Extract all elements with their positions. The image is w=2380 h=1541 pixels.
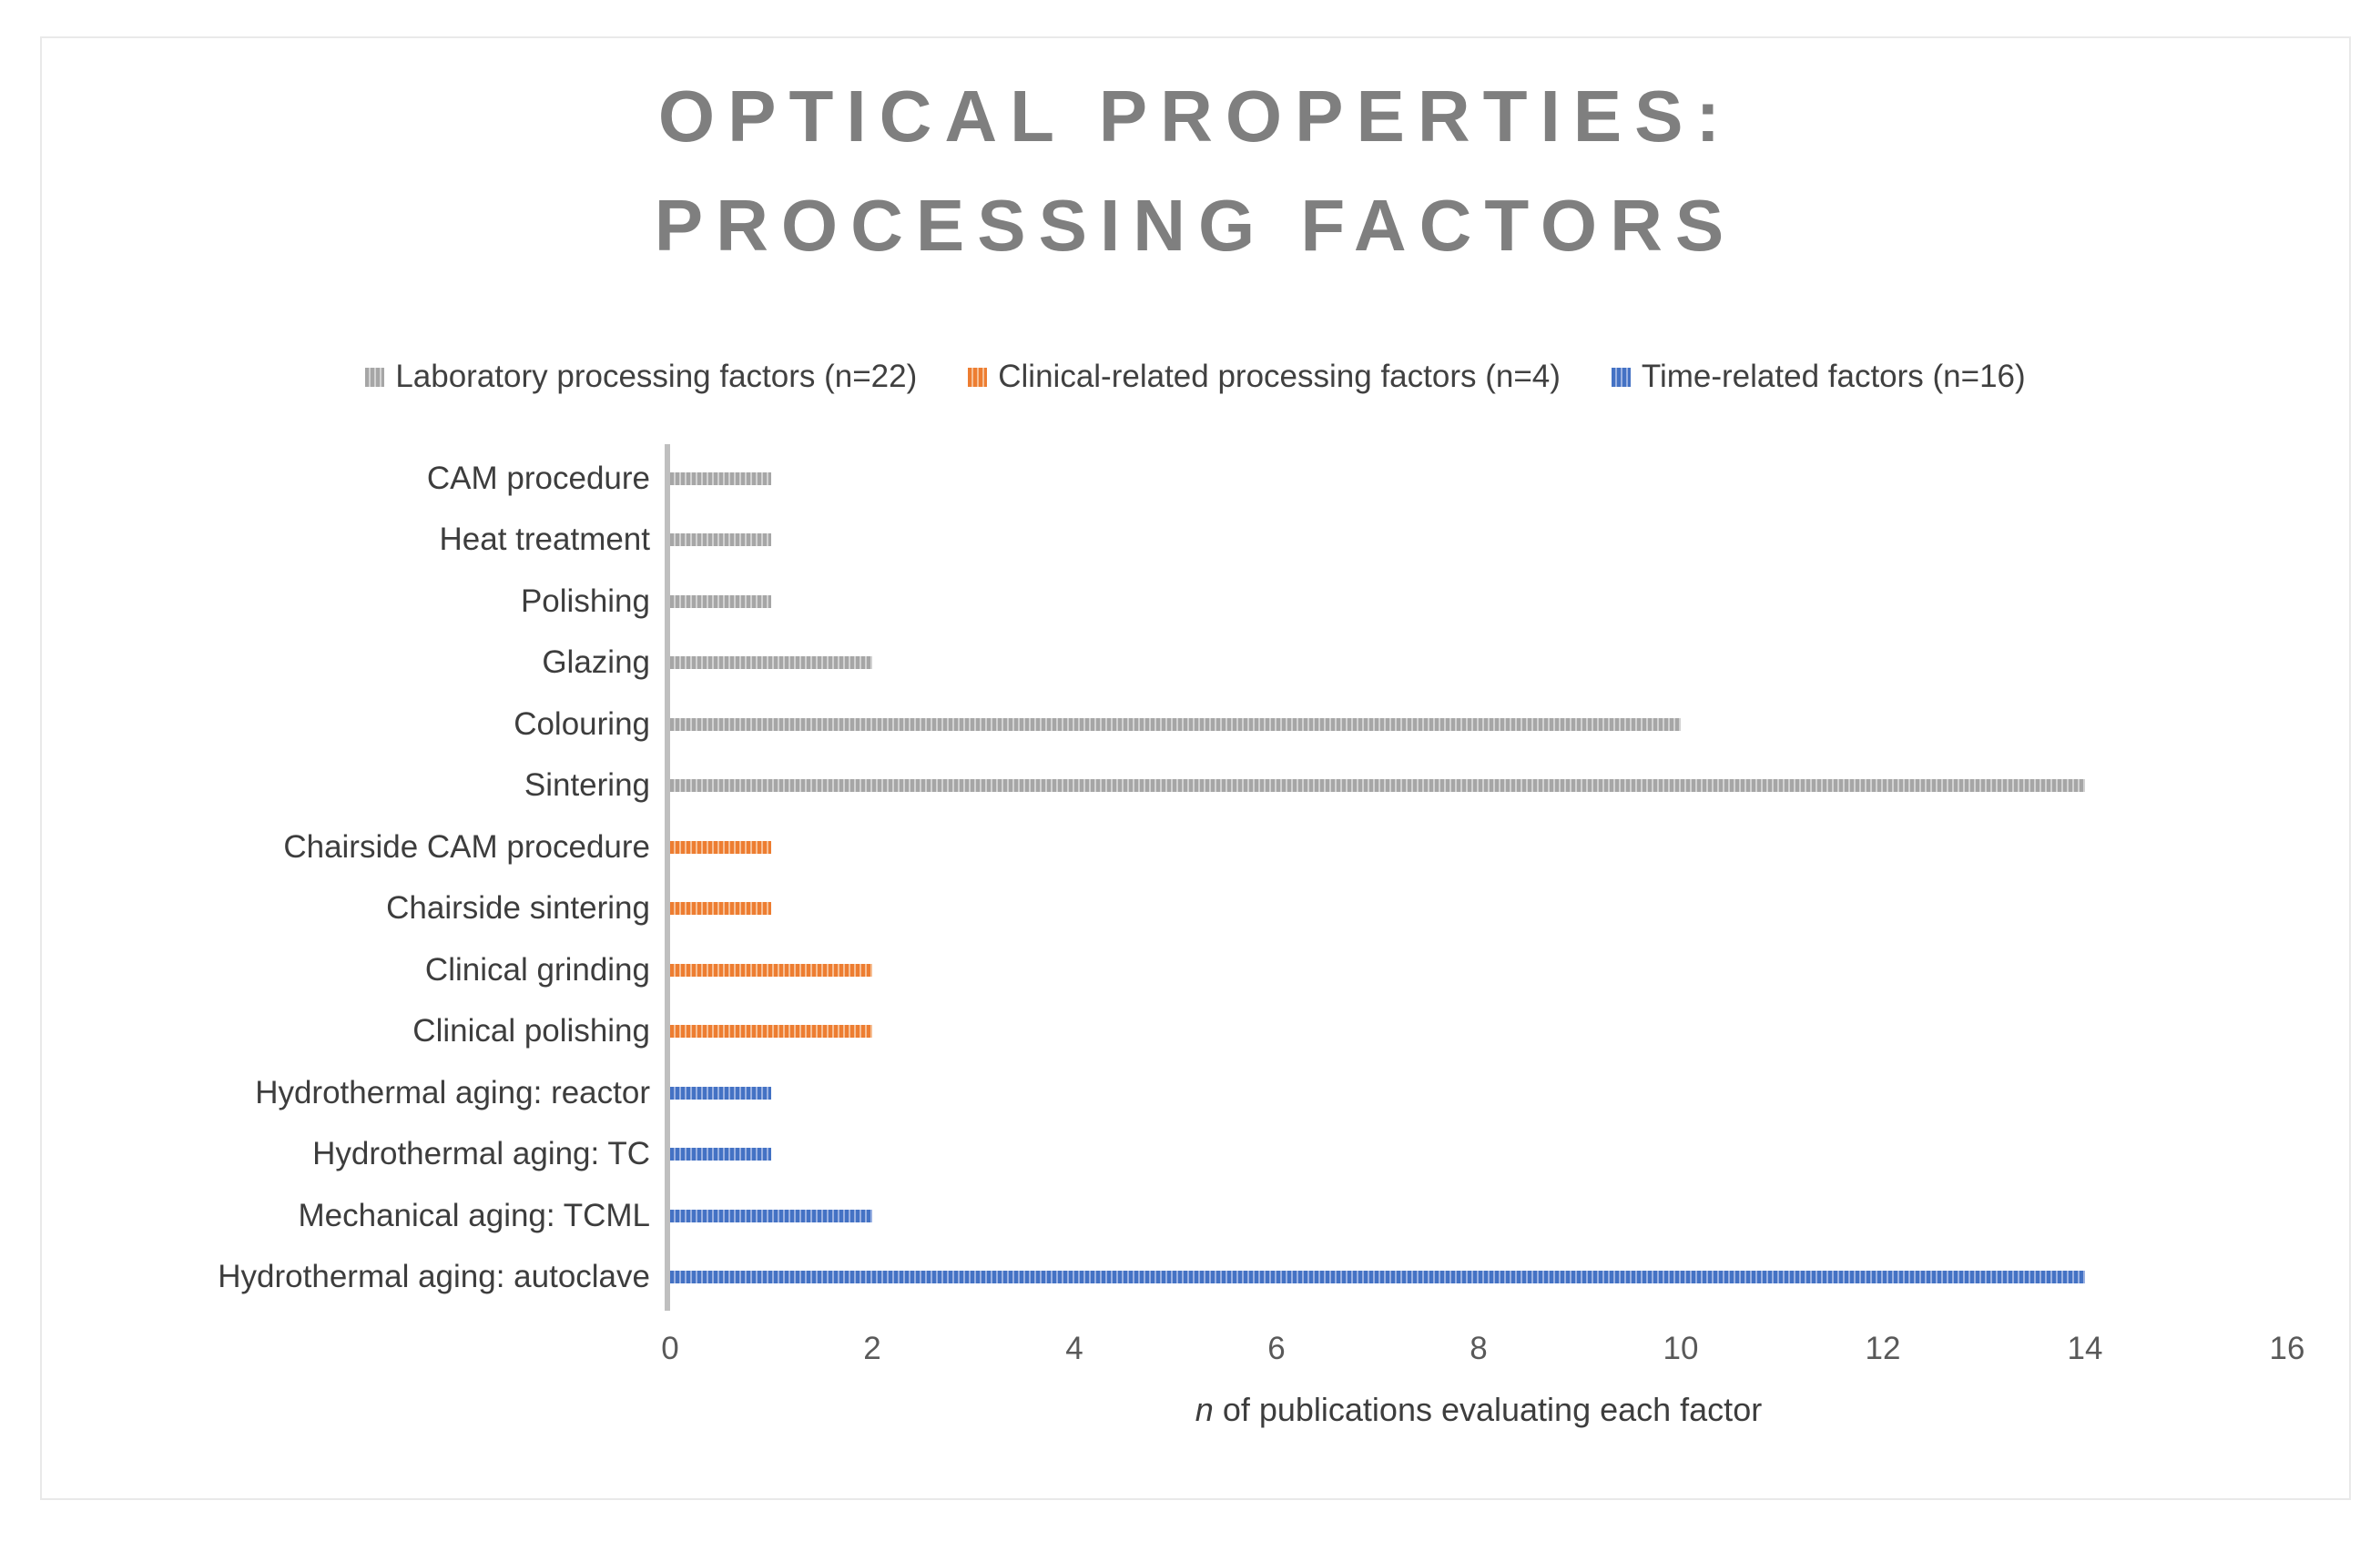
legend-item-clinical: Clinical-related processing factors (n=4… (968, 359, 1561, 395)
x-axis-title-rest: of publications evaluating each factor (1213, 1391, 1763, 1428)
bar-time (670, 1209, 872, 1222)
bar-row (670, 939, 2287, 1001)
bar-row (670, 755, 2287, 817)
bar-row (670, 694, 2287, 755)
category-label: Clinical grinding (424, 951, 650, 988)
y-axis-line (665, 444, 670, 1311)
chart-frame: OPTICAL PROPERTIES: PROCESSING FACTORS L… (40, 36, 2351, 1500)
legend-label-time: Time-related factors (n=16) (1641, 359, 2026, 394)
category-label: Polishing (520, 583, 650, 619)
x-tick-label: 2 (863, 1331, 881, 1366)
legend-swatch-time-icon (1611, 367, 1631, 387)
bar-clinical (670, 1025, 872, 1039)
bar-time (670, 1271, 2085, 1284)
category-label: Heat treatment (439, 522, 651, 558)
category-label: Hydrothermal aging: TC (312, 1136, 650, 1172)
legend-swatch-laboratory-icon (365, 367, 385, 387)
legend-label-clinical: Clinical-related processing factors (n=4… (998, 359, 1561, 394)
x-tick-label: 16 (2269, 1331, 2305, 1366)
legend-swatch-clinical-icon (968, 367, 988, 387)
x-tick-label: 8 (1470, 1331, 1488, 1366)
category-label: Mechanical aging: TCML (298, 1197, 651, 1233)
bar-time (670, 1148, 771, 1161)
x-axis-title: n of publications evaluating each factor (670, 1391, 2287, 1429)
bar-laboratory (670, 779, 2085, 793)
bars-layer (670, 448, 2287, 1308)
category-label: Colouring (514, 705, 650, 742)
bar-laboratory (670, 594, 771, 608)
bar-row (670, 1124, 2287, 1186)
bar-row (670, 1185, 2287, 1247)
category-label: Hydrothermal aging: reactor (255, 1074, 650, 1110)
bar-row (670, 510, 2287, 572)
category-label: Clinical polishing (412, 1013, 650, 1049)
category-label: Sintering (524, 767, 650, 804)
bar-clinical (670, 840, 771, 854)
bar-clinical (670, 902, 771, 916)
x-ticks: 0 2 4 6 8 10 12 14 16 (661, 1331, 2304, 1371)
category-labels: CAM procedure Heat treatment Polishing Glaz… (42, 448, 650, 1308)
bar-row (670, 878, 2287, 940)
bar-row (670, 816, 2287, 878)
bar-row (670, 448, 2287, 510)
category-label: Chairside sintering (386, 890, 650, 927)
legend-item-laboratory: Laboratory processing factors (n=22) (365, 359, 917, 395)
x-tick-label: 6 (1267, 1331, 1286, 1366)
x-tick-label: 0 (661, 1331, 679, 1366)
x-tick-label: 14 (2067, 1331, 2103, 1366)
bar-row (670, 571, 2287, 633)
bar-row (670, 1247, 2287, 1309)
category-label: Glazing (542, 644, 650, 681)
chart-title-line1: OPTICAL PROPERTIES: (657, 76, 1734, 157)
bar-laboratory (670, 656, 872, 670)
x-tick-label: 10 (1663, 1331, 1699, 1366)
bar-laboratory (670, 717, 1681, 731)
category-label: Hydrothermal aging: autoclave (218, 1259, 650, 1295)
chart-title: OPTICAL PROPERTIES: PROCESSING FACTORS (42, 62, 2349, 280)
bar-time (670, 1086, 771, 1100)
x-axis-title-italic-n: n (1195, 1391, 1214, 1428)
category-label: Chairside CAM procedure (283, 828, 650, 865)
legend-label-laboratory: Laboratory processing factors (n=22) (395, 359, 918, 394)
category-label: CAM procedure (426, 460, 650, 496)
chart-title-line2: PROCESSING FACTORS (654, 185, 1737, 266)
legend: Laboratory processing factors (n=22) Cli… (42, 359, 2349, 395)
bar-row (670, 633, 2287, 694)
x-tick-label: 4 (1065, 1331, 1083, 1366)
bar-laboratory (670, 471, 771, 485)
bar-row (670, 1062, 2287, 1124)
legend-item-time: Time-related factors (n=16) (1611, 359, 2026, 395)
x-tick-label: 12 (1865, 1331, 1901, 1366)
bar-laboratory (670, 533, 771, 547)
bar-clinical (670, 963, 872, 977)
bar-row (670, 1001, 2287, 1063)
